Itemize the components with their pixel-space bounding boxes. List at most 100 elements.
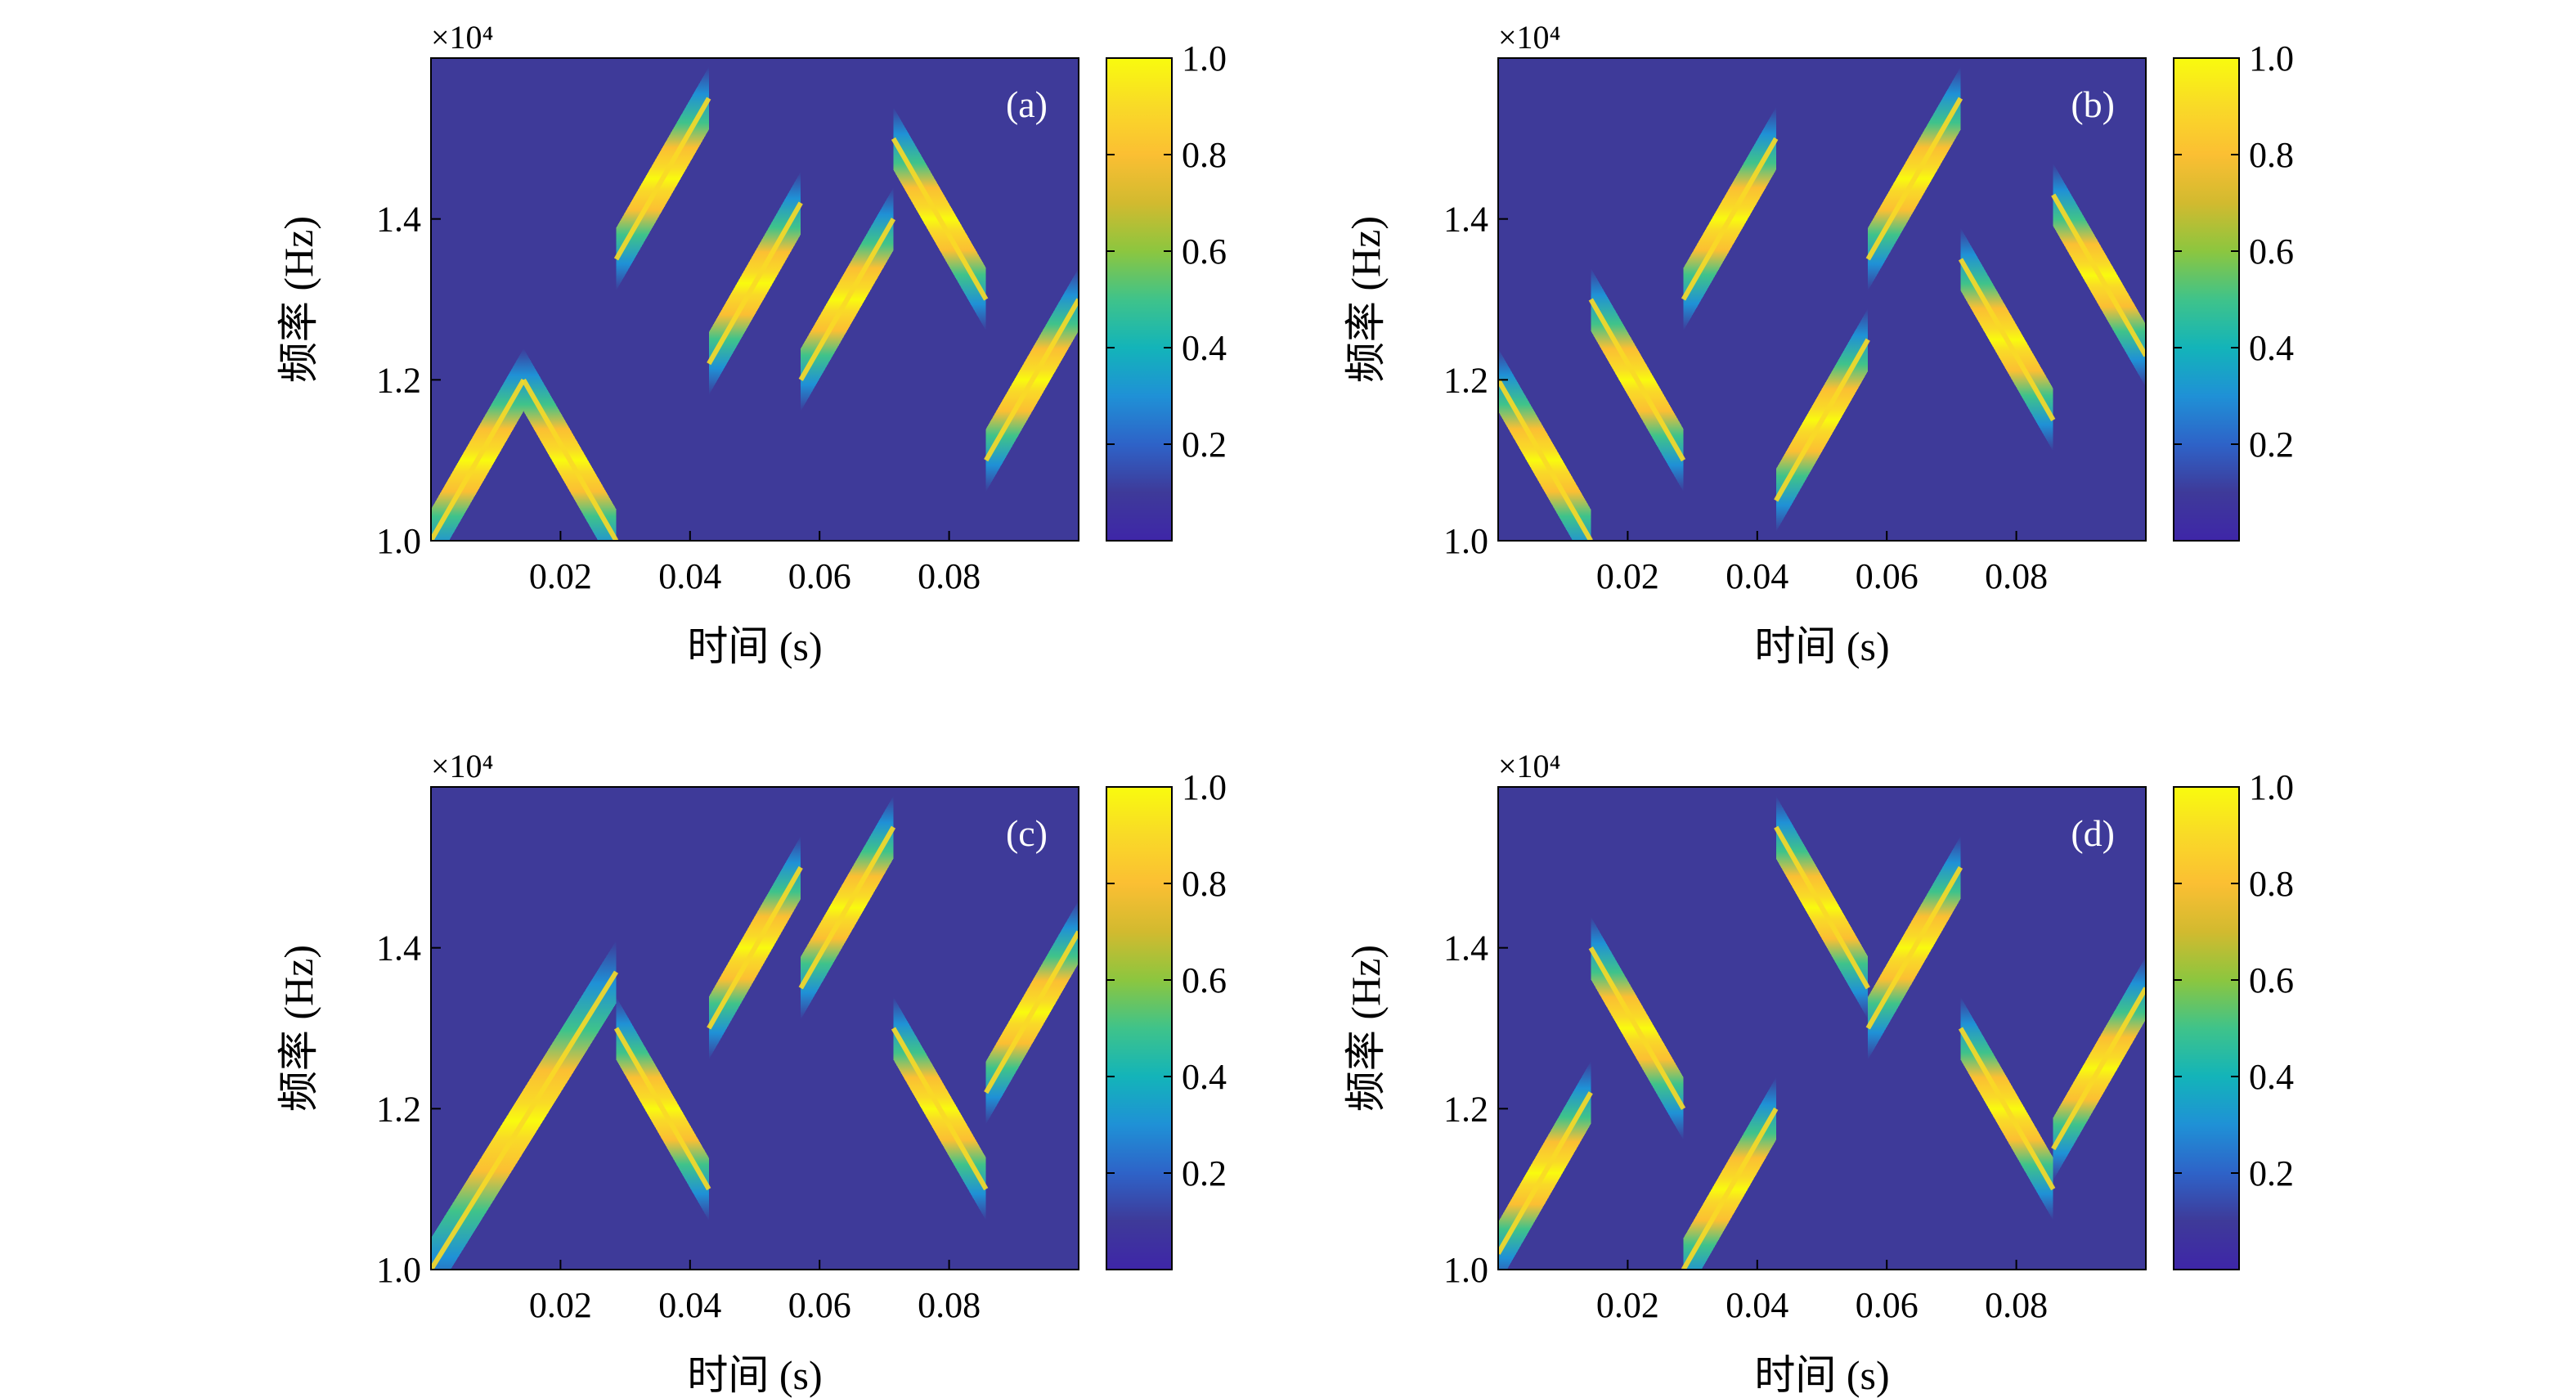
chirp-ridge-2 — [521, 378, 619, 541]
colorbar-tick-label: 0.8 — [2249, 864, 2294, 904]
x-tick-label: 0.04 — [658, 556, 721, 596]
colorbar-tick-label: 0.6 — [2249, 960, 2294, 1000]
x-tick-label: 0.02 — [1596, 556, 1659, 596]
chirp-ridge-5 — [891, 1027, 989, 1191]
x-tick-label: 0.06 — [1856, 556, 1919, 596]
panel-label: (a) — [1006, 83, 1048, 125]
colorbar-tick-label: 0.8 — [1182, 864, 1227, 904]
chirp-ridge-7 — [2051, 193, 2146, 357]
colorbar-tick-label: 1.0 — [2249, 38, 2294, 79]
chirp-ridge-2 — [1588, 946, 1686, 1110]
spectrogram-panel-c: 0.02 0.04 0.06 0.08 1.0 1.2 1.4 ×10⁴ 时间 (s) 频率 (H… — [276, 748, 1227, 1398]
y-exponent-label: ×10⁴ — [1498, 19, 1561, 56]
colorbar — [2173, 57, 2240, 542]
chirp-ridge-4 — [707, 201, 803, 366]
y-exponent-label: ×10⁴ — [1498, 748, 1561, 784]
axes-frame — [430, 786, 1079, 1270]
y-tick-label: 1.0 — [376, 521, 421, 561]
x-tick-label: 0.06 — [788, 556, 851, 596]
chirp-ridge-5 — [798, 218, 896, 381]
chirp-ridge-3 — [1681, 1107, 1779, 1270]
y-tick-label: 1.2 — [1443, 360, 1488, 400]
chirp-ridge-7 — [984, 298, 1079, 462]
chirp-bands — [1498, 795, 2146, 1270]
x-tick-label: 0.06 — [1856, 1285, 1919, 1325]
colorbar-tick-label: 0.4 — [2249, 328, 2294, 368]
chirp-ridge-4 — [798, 825, 896, 990]
colorbar-tick-label: 0.2 — [2249, 1153, 2294, 1193]
y-tick-label: 1.4 — [376, 200, 421, 240]
y-axis-label: 频率 (Hz) — [276, 945, 321, 1112]
chirp-ridge-1 — [1498, 378, 1593, 541]
colorbar-tick-label: 1.0 — [1182, 38, 1227, 79]
chirp-bands — [431, 66, 1079, 541]
chirp-ridge-5 — [1865, 865, 1963, 1030]
chirp-ridge-2 — [1588, 298, 1686, 462]
y-tick-label: 1.0 — [1443, 1250, 1488, 1290]
chirp-ridge-1 — [431, 378, 526, 541]
x-tick-label: 0.08 — [1985, 556, 2048, 596]
y-tick-label: 1.4 — [376, 928, 421, 969]
chirp-ridge-4 — [1774, 338, 1870, 502]
panel-label: (c) — [1006, 812, 1048, 854]
y-axis-label: 频率 (Hz) — [1343, 945, 1389, 1112]
chirp-ridge-1 — [431, 970, 619, 1270]
x-tick-label: 0.02 — [529, 1285, 592, 1325]
chirp-ridge-6 — [1958, 258, 2056, 421]
y-exponent-label: ×10⁴ — [431, 19, 494, 56]
y-tick-label: 1.2 — [1443, 1089, 1488, 1129]
x-axis-label: 时间 (s) — [1754, 1352, 1889, 1398]
chirp-segment-1 — [1498, 348, 1591, 541]
colorbar-tick-label: 1.0 — [1182, 767, 1227, 807]
y-tick-label: 1.0 — [1443, 521, 1488, 561]
y-exponent-label: ×10⁴ — [431, 748, 494, 784]
x-tick-label: 0.02 — [1596, 1285, 1659, 1325]
x-tick-label: 0.02 — [529, 556, 592, 596]
colorbar-tick-label: 0.4 — [1182, 1057, 1227, 1097]
spectrogram-panel-a: 0.02 0.04 0.06 0.08 1.0 1.2 1.4 ×10⁴ 时间 (s) 频率 (H… — [276, 19, 1227, 669]
chirp-segment-3 — [1683, 1077, 1776, 1270]
chirp-segment-1 — [431, 348, 524, 541]
x-tick-label: 0.08 — [918, 556, 981, 596]
colorbar-tick-label: 0.8 — [1182, 135, 1227, 175]
chirp-segment-2 — [523, 348, 617, 541]
chirp-bands — [1498, 66, 2146, 541]
colorbar-tick-label: 0.2 — [1182, 425, 1227, 465]
x-axis-label: 时间 (s) — [687, 1352, 822, 1398]
spectrogram-panel-d: 0.02 0.04 0.06 0.08 1.0 1.2 1.4 ×10⁴ 时间 (s) 频率 (H… — [1343, 748, 2294, 1398]
chirp-segment-1 — [431, 940, 617, 1270]
chirp-ridge-4 — [1774, 825, 1870, 990]
colorbar — [1106, 786, 1173, 1270]
colorbar-tick-label: 0.2 — [2249, 425, 2294, 465]
colorbar-tick-label: 0.6 — [2249, 232, 2294, 272]
chirp-ridge-3 — [613, 97, 711, 261]
colorbar-tick-label: 0.2 — [1182, 1153, 1227, 1193]
chirp-ridge-3 — [1681, 137, 1779, 301]
colorbar — [2173, 786, 2240, 1270]
chirp-bands — [431, 795, 1079, 1270]
colorbar-tick-label: 0.8 — [2249, 135, 2294, 175]
chirp-ridge-6 — [984, 930, 1079, 1095]
y-tick-label: 1.4 — [1443, 200, 1488, 240]
chirp-ridge-5 — [1865, 97, 1963, 261]
colorbar-tick-label: 0.4 — [2249, 1057, 2294, 1097]
x-tick-label: 0.04 — [1726, 1285, 1788, 1325]
axes-frame — [430, 57, 1079, 542]
x-axis-label: 时间 (s) — [687, 623, 822, 669]
colorbar-tick-label: 0.6 — [1182, 232, 1227, 272]
y-axis-label: 频率 (Hz) — [1343, 216, 1389, 383]
chirp-ridge-6 — [891, 137, 989, 301]
x-tick-label: 0.08 — [918, 1285, 981, 1325]
panel-label: (b) — [2071, 83, 2115, 125]
panel-label: (d) — [2071, 812, 2115, 854]
axes-frame — [1497, 786, 2147, 1270]
colorbar — [1106, 57, 1173, 542]
colorbar-tick-label: 0.4 — [1182, 328, 1227, 368]
chirp-ridge-2 — [613, 1027, 711, 1191]
x-tick-label: 0.08 — [1985, 1285, 2048, 1325]
colorbar-tick-label: 1.0 — [2249, 767, 2294, 807]
y-tick-label: 1.0 — [376, 1250, 421, 1290]
x-tick-label: 0.04 — [1726, 556, 1788, 596]
chirp-ridge-3 — [707, 865, 803, 1030]
colorbar-tick-label: 0.6 — [1182, 960, 1227, 1000]
